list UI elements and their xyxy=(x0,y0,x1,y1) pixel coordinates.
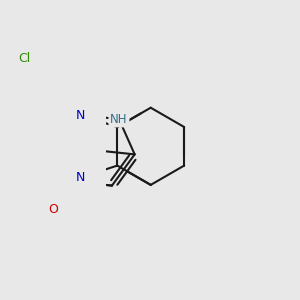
Text: N: N xyxy=(76,171,85,184)
Text: O: O xyxy=(48,203,58,216)
Text: Cl: Cl xyxy=(19,52,31,65)
Text: N: N xyxy=(76,109,85,122)
Text: NH: NH xyxy=(110,112,128,126)
